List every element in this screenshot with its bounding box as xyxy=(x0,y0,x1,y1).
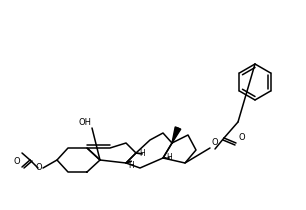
Text: O: O xyxy=(238,133,244,142)
Text: O: O xyxy=(13,157,20,166)
Text: O: O xyxy=(211,138,218,147)
Text: OH: OH xyxy=(78,118,91,127)
Text: O: O xyxy=(35,164,42,172)
Text: H: H xyxy=(139,148,145,158)
Text: H: H xyxy=(166,154,172,163)
Text: H: H xyxy=(128,161,134,170)
Polygon shape xyxy=(172,127,181,143)
